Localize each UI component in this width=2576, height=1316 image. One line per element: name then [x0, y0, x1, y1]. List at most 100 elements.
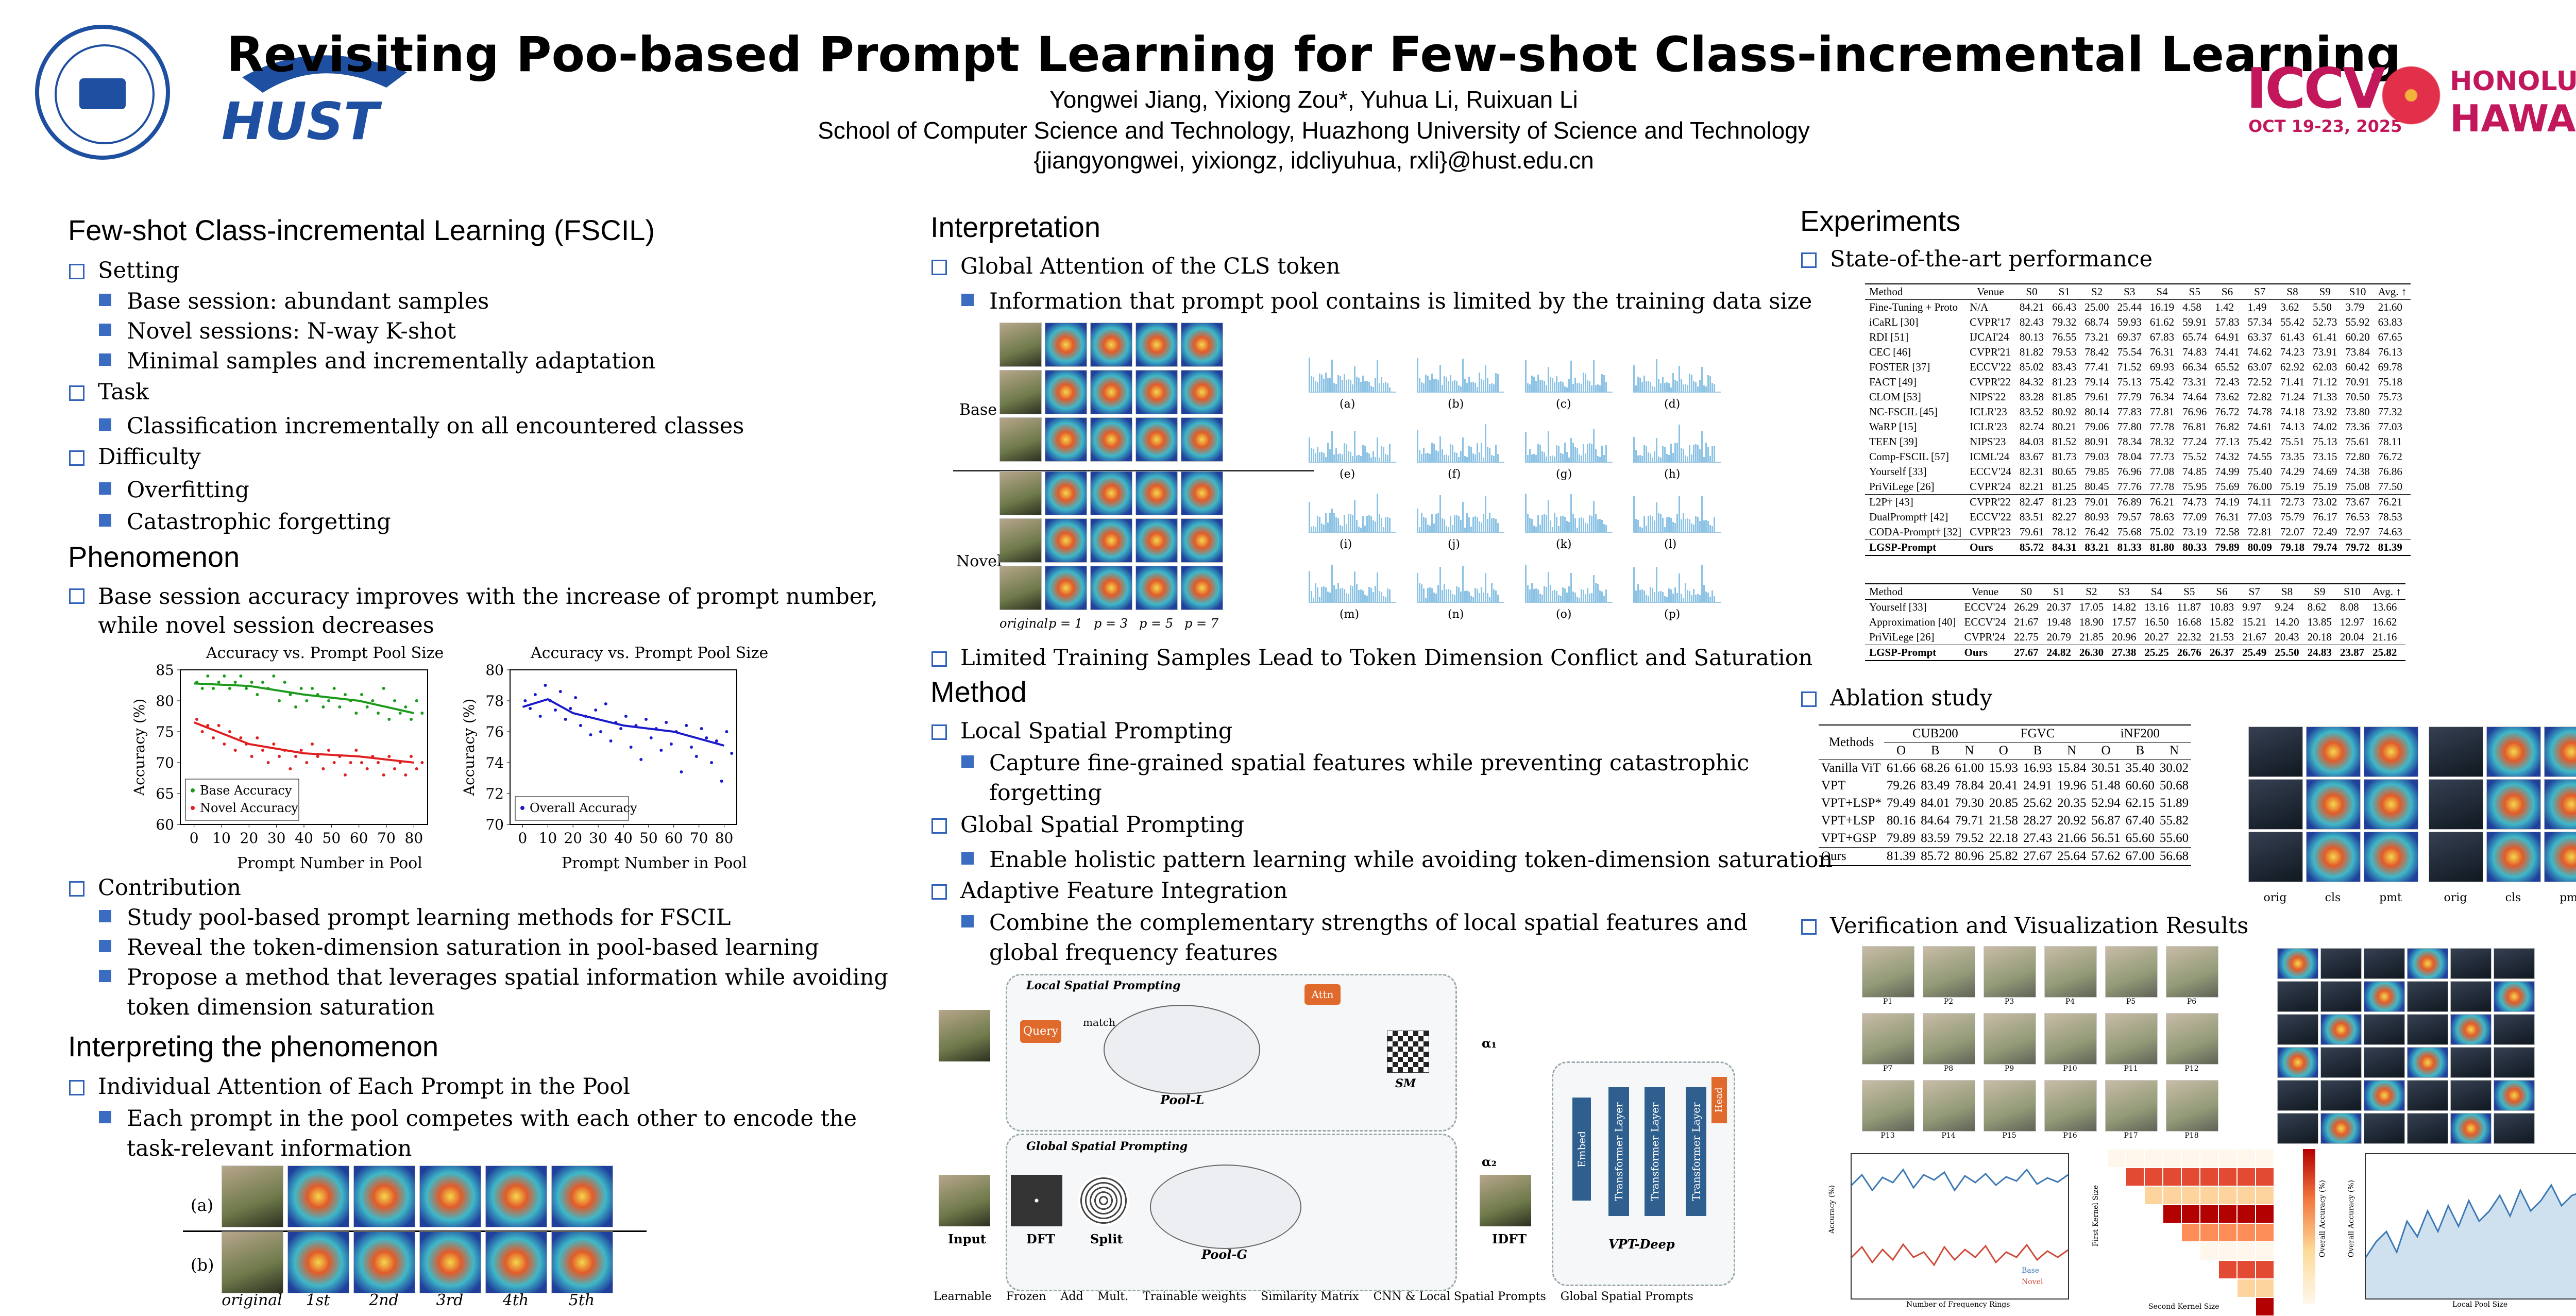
- table-row: VPT+GSP 79.89 83.59 79.52 22.18 27.43 21.66 56.…: [1819, 830, 2191, 848]
- table-cell: 72.49: [2313, 526, 2337, 538]
- histogram-bar: [1495, 590, 1497, 602]
- table-cell: 79.61: [2019, 526, 2044, 538]
- histogram-bar: [1670, 518, 1672, 532]
- table-cell: 81.33: [2117, 541, 2142, 553]
- data-point: [278, 699, 281, 702]
- legend-marker: [191, 806, 195, 810]
- histogram-bar: [1497, 595, 1499, 602]
- histogram-bar: [1431, 514, 1433, 532]
- table-cell: 16.19: [2149, 301, 2175, 313]
- table-cell: 52.94: [2091, 796, 2121, 810]
- histogram-bar: [1354, 500, 1355, 532]
- y-tick-label: 74: [485, 754, 504, 771]
- histogram-bar: [1317, 447, 1318, 462]
- histogram-label: (p): [1664, 608, 1681, 621]
- table-cell: 71.52: [2117, 361, 2142, 373]
- histogram-bar: [1646, 381, 1647, 392]
- table-cell: 81.23: [2052, 376, 2077, 388]
- histogram-bar: [1329, 513, 1331, 532]
- table-cell: 13.85: [2307, 616, 2332, 628]
- histogram-bar: [1427, 376, 1429, 392]
- prompt-tile: [1923, 946, 1975, 998]
- table-cell: 24.82: [2046, 646, 2071, 659]
- table-header: S2: [2091, 285, 2103, 298]
- table-cell: 74.32: [2215, 450, 2240, 463]
- histogram-bar: [1579, 598, 1580, 602]
- histogram-bar: [1439, 495, 1441, 532]
- table-cell: CVPR'24: [1964, 631, 2006, 643]
- data-point: [410, 755, 413, 758]
- data-point: [569, 707, 572, 710]
- histogram-bar: [1699, 595, 1701, 602]
- column-label: pmt: [2379, 891, 2402, 904]
- histogram-bar: [1466, 383, 1468, 392]
- table-cell: 83.51: [2019, 511, 2044, 523]
- table-row: iCaRL [30] CVPR'17 82.43 79.32 68.74 59.93 61.…: [1865, 315, 2411, 330]
- table-cell: 78.12: [2052, 526, 2077, 538]
- data-point: [228, 687, 231, 690]
- original-image: [222, 1166, 283, 1227]
- histogram-bar: [1333, 454, 1335, 462]
- table-row: Yourself [33] ECCV'24 26.29 20.37 17.05 14.82…: [1865, 600, 2405, 615]
- data-point: [544, 684, 547, 687]
- histogram-bar: [1668, 517, 1670, 532]
- histogram-bar: [1570, 573, 1572, 602]
- histogram-bar: [1674, 523, 1676, 532]
- histogram-bar: [1421, 584, 1422, 602]
- tile-label: P5: [2126, 998, 2136, 1006]
- filter-tile: [2407, 948, 2448, 979]
- trend-line: [522, 698, 725, 747]
- alpha1-label: α₁: [1482, 1036, 1497, 1051]
- histogram-bar: [1605, 525, 1607, 532]
- histogram-bar: [1558, 382, 1560, 392]
- heatmap-cell: [2256, 1279, 2274, 1297]
- histogram-bar: [1574, 593, 1576, 602]
- heatmap-cell: [2256, 1260, 2274, 1279]
- histogram-bar: [1472, 453, 1474, 462]
- histogram-bar: [1421, 382, 1422, 392]
- table-cell: 57.62: [2091, 849, 2121, 863]
- overfitting-bullet: Overfitting: [69, 475, 249, 505]
- histogram-bar: [1356, 455, 1358, 462]
- table-cell: 56.51: [2091, 831, 2121, 845]
- histogram-bar: [1697, 517, 1699, 532]
- table-cell: 75.19: [2280, 480, 2305, 493]
- table-cell: 77.03: [2247, 511, 2272, 523]
- histogram-bar: [1701, 367, 1703, 392]
- table-cell: 20.43: [2275, 631, 2299, 643]
- table-cell: 78.84: [1955, 779, 1984, 792]
- histogram-bar: [1462, 437, 1464, 462]
- table-cell: LGSP-Prompt: [1869, 646, 1937, 659]
- histogram-bar: [1354, 366, 1355, 392]
- table-cell: 67.00: [2125, 849, 2155, 863]
- histogram-bar: [1589, 594, 1590, 602]
- table-cell: 67.83: [2149, 331, 2175, 343]
- table-cell: 15.93: [1989, 761, 2018, 775]
- table-cell: 61.66: [1886, 761, 1916, 775]
- table-row: CEC [46] CVPR'21 81.82 79.53 78.42 75.54 76.31…: [1865, 345, 2411, 360]
- histogram-bar: [1554, 382, 1555, 392]
- cls-attention-map: [1136, 370, 1178, 414]
- histogram-bar: [1597, 584, 1599, 602]
- histogram-bar: [1487, 447, 1488, 462]
- tile-label: P10: [2063, 1065, 2077, 1073]
- histogram-bar: [1637, 377, 1639, 392]
- histogram-bar: [1425, 453, 1427, 462]
- prompt-attention-map: [485, 1166, 547, 1227]
- table-cell: 1.42: [2215, 301, 2234, 313]
- x-tick-label: 80: [715, 830, 734, 847]
- legend-label: Overall Accuracy: [530, 801, 637, 815]
- data-point: [294, 705, 297, 708]
- tile-label: P6: [2187, 998, 2197, 1006]
- histogram-bar: [1674, 587, 1676, 602]
- x-tick-label: 50: [639, 830, 658, 847]
- histogram-bar: [1664, 447, 1666, 462]
- data-point: [289, 693, 292, 696]
- column-label: p = 1: [1048, 616, 1082, 631]
- table-cell: 63.83: [2378, 316, 2402, 328]
- novel-bullet: Novel sessions: N-way K-shot: [69, 316, 456, 346]
- data-point: [371, 699, 375, 702]
- table-cell: 22.18: [1989, 831, 2018, 845]
- histogram-bar: [1366, 596, 1368, 602]
- freq-xlabel: Number of Frequency Rings: [1906, 1301, 2010, 1309]
